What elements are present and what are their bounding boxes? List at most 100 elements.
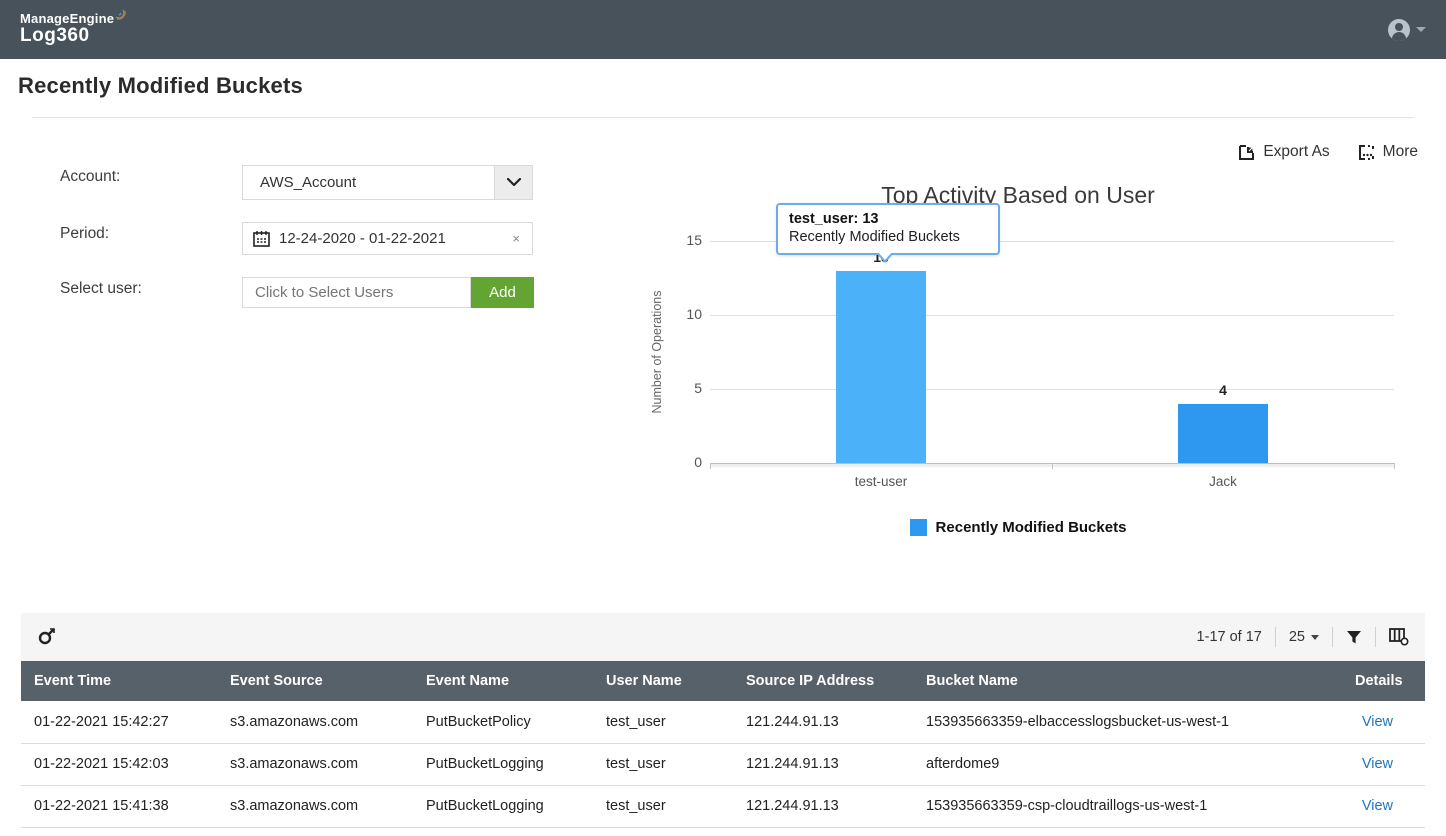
cell-source_ip: 121.244.91.13: [733, 743, 913, 786]
brand-log360: Log360: [20, 25, 90, 47]
account-label: Account:: [60, 168, 121, 185]
tooltip-arrow-inner: [877, 251, 893, 260]
chevron-down-icon: [1311, 634, 1319, 640]
view-link[interactable]: View: [1361, 756, 1393, 772]
x-category-label: Jack: [1209, 474, 1237, 489]
toolbar-divider: [1274, 627, 1276, 647]
select-users-input[interactable]: [242, 277, 471, 308]
period-field[interactable]: 12-24-2020 - 01-22-2021 ×: [242, 222, 533, 255]
cell-event_source: s3.amazonaws.com: [217, 743, 413, 786]
more-button[interactable]: More: [1358, 143, 1418, 161]
x-axis-tick: [1394, 463, 1395, 469]
details-cell: View: [1342, 743, 1425, 786]
chart-title: Top Activity Based on User: [881, 182, 1155, 208]
gridline: [710, 315, 1394, 316]
user-menu[interactable]: [1388, 18, 1426, 41]
brand-logo: ManageEngine Log360: [20, 9, 127, 47]
legend-label: Recently Modified Buckets: [935, 519, 1127, 536]
account-select-arrow[interactable]: [494, 166, 532, 199]
bar-value-label: 4: [1219, 381, 1227, 398]
cell-event_time: 01-22-2021 15:42:03: [21, 743, 217, 786]
add-user-button[interactable]: Add: [471, 277, 534, 308]
cell-bucket_name: afterdome9: [913, 743, 1342, 786]
column-header-event_source: Event Source: [217, 661, 413, 701]
export-icon: [1239, 144, 1255, 160]
brand-manageengine: ManageEngine: [20, 10, 115, 26]
user-avatar-icon: [1388, 18, 1410, 41]
calendar-icon: [253, 231, 270, 247]
events-table: Event Time Event Source Event Name User Nam…: [21, 661, 1425, 828]
events-table-section: 1-17 of 17 25 Event Time Event Source Even…: [21, 613, 1425, 828]
cell-event_time: 01-22-2021 15:41:38: [21, 785, 217, 828]
column-header-source_ip: Source IP Address: [733, 661, 913, 701]
main-content: Recently Modified Buckets Export As More…: [0, 59, 1446, 613]
account-select-value: AWS_Account: [260, 174, 357, 191]
y-tick-label: 10: [686, 306, 702, 322]
cell-event_name: PutBucketLogging: [413, 743, 593, 786]
cell-event_source: s3.amazonaws.com: [217, 785, 413, 828]
column-header-bucket_name: Bucket Name: [913, 661, 1342, 701]
bar-test-user[interactable]: [836, 270, 926, 463]
table-controls: 1-17 of 17 25: [1197, 627, 1409, 647]
table-toolbar: 1-17 of 17 25: [21, 613, 1425, 661]
more-label: More: [1382, 143, 1418, 160]
chart-legend: Recently Modified Buckets: [640, 519, 1396, 536]
column-header-user_name: User Name: [593, 661, 733, 701]
table-header-row: Event Time Event Source Event Name User Nam…: [21, 661, 1425, 701]
page-title: Recently Modified Buckets: [18, 73, 303, 98]
account-select[interactable]: AWS_Account: [242, 165, 533, 200]
column-header-event_name: Event Name: [413, 661, 593, 701]
page-size-value: 25: [1288, 629, 1305, 645]
cell-event_source: s3.amazonaws.com: [217, 701, 413, 744]
app-header: ManageEngine Log360: [0, 0, 1446, 59]
period-value: 12-24-2020 - 01-22-2021: [279, 230, 446, 247]
activity-chart: Top Activity Based on User Number of Ope…: [640, 170, 1396, 590]
pagination-range: 1-17 of 17: [1196, 629, 1262, 645]
column-header-details: Details: [1342, 661, 1425, 701]
period-clear-button[interactable]: ×: [512, 231, 520, 246]
table-body: 01-22-2021 15:42:27 s3.amazonaws.com PutBu…: [21, 701, 1425, 828]
legend-item[interactable]: Recently Modified Buckets: [909, 519, 1127, 536]
select-user-label: Select user:: [60, 280, 142, 297]
column-header-event_time: Event Time: [21, 661, 217, 701]
cell-source_ip: 121.244.91.13: [733, 785, 913, 828]
bar-Jack[interactable]: [1178, 403, 1268, 463]
chart-tooltip: test_user: 13 Recently Modified Buckets: [776, 203, 1000, 263]
y-tick-label: 0: [694, 454, 702, 470]
legend-swatch: [909, 519, 927, 536]
y-tick-label: 5: [694, 380, 702, 396]
y-tick-label: 15: [686, 232, 702, 248]
x-axis-tick: [1052, 463, 1053, 469]
export-as-label: Export As: [1263, 143, 1330, 160]
tooltip-subtitle: Recently Modified Buckets: [789, 229, 960, 245]
cell-source_ip: 121.244.91.13: [733, 701, 913, 744]
x-category-label: test-user: [854, 474, 908, 489]
toolbar-divider: [1332, 627, 1333, 647]
report-actions: Export As More: [1238, 143, 1418, 161]
table-row: 01-22-2021 15:42:27 s3.amazonaws.com PutBu…: [21, 701, 1425, 744]
cell-event_time: 01-22-2021 15:42:27: [21, 701, 217, 744]
tooltip-title: test_user: 13: [789, 211, 879, 227]
page-size-dropdown[interactable]: 25: [1289, 629, 1319, 645]
filter-icon[interactable]: [1346, 630, 1362, 645]
toolbar-divider: [1375, 627, 1376, 647]
cell-user_name: test_user: [593, 785, 733, 828]
more-icon: [1358, 144, 1374, 160]
table-row: 01-22-2021 15:42:03 s3.amazonaws.com PutBu…: [21, 743, 1425, 786]
gridline: [710, 241, 1394, 242]
details-cell: View: [1342, 701, 1425, 744]
export-as-button[interactable]: Export As: [1238, 143, 1330, 161]
chevron-down-icon: [1416, 27, 1426, 32]
cell-event_name: PutBucketPolicy: [413, 701, 593, 744]
manageengine-swoosh-icon: [115, 9, 126, 20]
x-axis-tick: [710, 463, 711, 469]
cell-bucket_name: 153935663359-csp-cloudtraillogs-us-west-…: [913, 785, 1342, 828]
column-chooser-icon[interactable]: [1389, 628, 1409, 646]
view-link[interactable]: View: [1361, 798, 1393, 814]
title-divider: [32, 117, 1414, 118]
search-icon[interactable]: [37, 627, 57, 647]
table-row: 01-22-2021 15:41:38 s3.amazonaws.com PutBu…: [21, 785, 1425, 828]
cell-user_name: test_user: [593, 701, 733, 744]
view-link[interactable]: View: [1361, 713, 1393, 730]
period-label: Period:: [60, 225, 110, 242]
